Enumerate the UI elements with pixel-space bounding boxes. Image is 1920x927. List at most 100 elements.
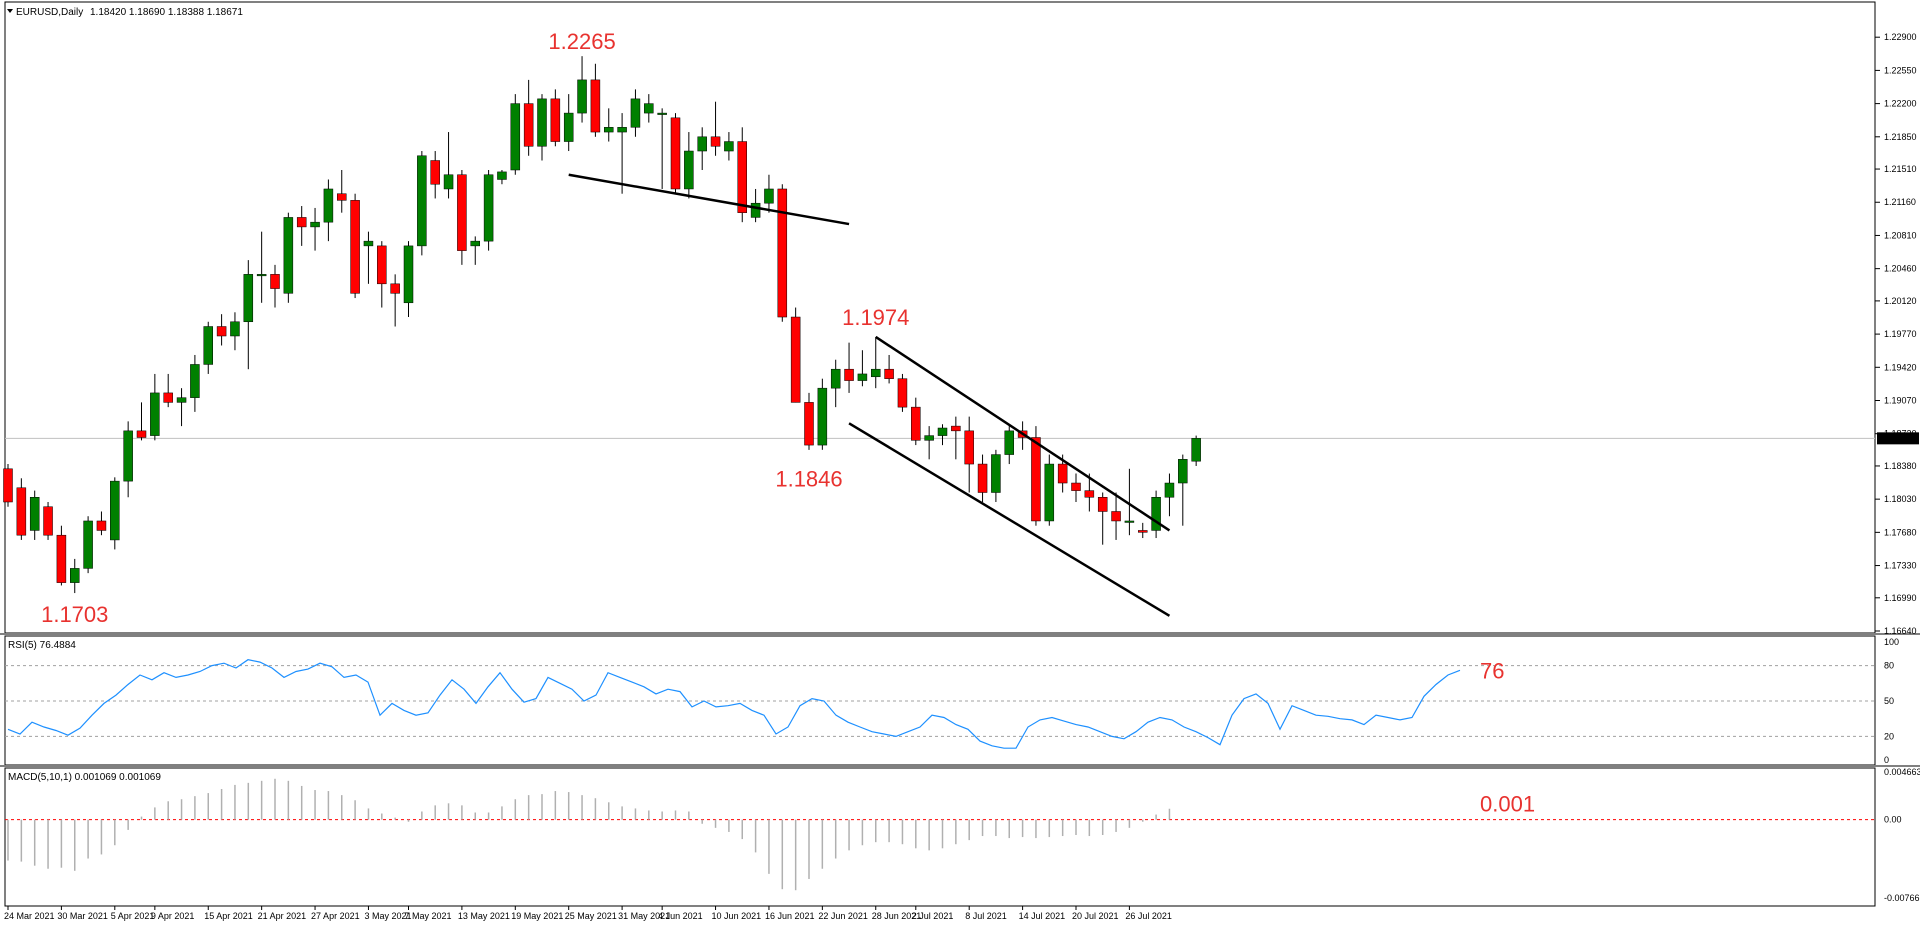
rsi-tick-label: 100	[1884, 637, 1899, 647]
candle-body	[563, 112, 574, 142]
candle-body	[897, 378, 908, 408]
candle-body	[457, 174, 467, 251]
current-price-label: 1.18671	[1881, 434, 1914, 444]
candle-body	[350, 200, 360, 294]
x-tick-label: 4 Jun 2021	[658, 911, 703, 921]
x-tick-label: 25 May 2021	[565, 911, 617, 921]
candle-body	[110, 480, 120, 541]
candle-body	[871, 368, 881, 378]
candle-body	[510, 103, 521, 171]
candle-body	[577, 79, 587, 114]
price-annotation: 1.1974	[842, 305, 909, 330]
current-price-box	[1877, 432, 1919, 445]
candle-body	[951, 425, 961, 432]
y-tick-label: 1.20810	[1884, 230, 1917, 240]
dropdown-arrow-icon[interactable]	[7, 9, 13, 13]
y-tick-label: 1.19070	[1884, 395, 1917, 405]
candle-body	[777, 188, 788, 318]
candle-body	[804, 402, 814, 446]
candle-body	[764, 188, 774, 204]
x-tick-label: 10 Jun 2021	[712, 911, 762, 921]
candle-body	[190, 364, 200, 398]
x-tick-label: 2 Jul 2021	[912, 911, 954, 921]
candle-body	[523, 103, 534, 147]
candle-body	[604, 127, 614, 133]
y-tick-label: 1.21160	[1884, 197, 1916, 207]
candle-body	[830, 368, 841, 389]
y-tick-label: 1.19770	[1884, 329, 1917, 339]
y-tick-label: 1.21510	[1884, 164, 1917, 174]
x-tick-label: 30 Mar 2021	[57, 911, 108, 921]
rsi-tick-label: 50	[1884, 696, 1894, 706]
candle-body	[817, 387, 828, 446]
y-tick-label: 1.21850	[1884, 132, 1917, 142]
macd-title: MACD(5,10,1) 0.001069 0.001069	[8, 772, 161, 783]
candle-body	[1151, 497, 1161, 531]
x-tick-label: 24 Mar 2021	[4, 911, 55, 921]
price-annotation: 1.1703	[41, 602, 108, 627]
candle-body	[724, 141, 734, 152]
x-tick-label: 27 Apr 2021	[311, 911, 360, 921]
candle-body	[1191, 438, 1201, 462]
y-tick-label: 1.22200	[1884, 99, 1917, 109]
candle-body	[497, 171, 507, 180]
x-tick-label: 5 Apr 2021	[111, 911, 155, 921]
candle-body	[1124, 520, 1135, 523]
candle-body	[310, 221, 320, 228]
candle-body	[1031, 437, 1041, 522]
macd-last-value: 0.001	[1480, 792, 1535, 817]
candle-body	[977, 463, 988, 493]
y-tick-label: 1.20120	[1884, 296, 1917, 306]
x-tick-label: 9 Apr 2021	[151, 911, 195, 921]
candle-body	[270, 274, 280, 289]
candle-body	[430, 160, 440, 185]
macd-layer: 0.004663 0.00 -0.007661 0.001	[5, 767, 1920, 903]
trendline[interactable]	[568, 173, 850, 226]
candle-body	[710, 136, 721, 147]
x-tick-label: 20 Jul 2021	[1072, 911, 1119, 921]
candle-body	[56, 534, 67, 583]
candle-body	[1097, 497, 1108, 512]
y-tick-label: 1.20460	[1884, 264, 1917, 274]
candle-body	[256, 274, 267, 277]
candle-body	[1004, 430, 1014, 455]
macd-tick-label: -0.007661	[1884, 893, 1920, 903]
candle-body	[537, 98, 547, 147]
candle-body	[644, 103, 654, 114]
candle-body	[70, 568, 80, 583]
candle-body	[83, 520, 93, 569]
candle-body	[123, 430, 133, 482]
x-tick-label: 19 May 2021	[511, 911, 563, 921]
candle-body	[377, 245, 387, 285]
trendline-layer	[568, 173, 1171, 617]
candle-body	[337, 193, 347, 201]
trendline[interactable]	[875, 335, 1171, 532]
x-tick-label: 26 Jul 2021	[1125, 911, 1172, 921]
candle-body	[1071, 482, 1081, 491]
candle-body	[737, 141, 747, 213]
candle-body	[3, 468, 13, 503]
y-tick-label: 1.18380	[1884, 461, 1917, 471]
candle-body	[1084, 490, 1095, 498]
candle-body	[176, 397, 187, 403]
trendline[interactable]	[848, 422, 1171, 617]
candle-body	[390, 283, 400, 294]
candle-body	[403, 245, 414, 304]
x-tick-label: 28 Jun 2021	[872, 911, 922, 921]
candle-body	[630, 98, 641, 128]
candle-body	[443, 174, 454, 190]
candle-body	[670, 117, 681, 190]
candle-body	[550, 98, 561, 142]
price-annotation: 1.1846	[775, 466, 842, 491]
candle-body	[483, 174, 494, 242]
candle-body	[857, 373, 868, 381]
candle-body	[43, 506, 53, 536]
candle-body	[844, 368, 854, 381]
x-tick-label: 7 May 2021	[405, 911, 452, 921]
candle-body	[243, 274, 254, 323]
candle-body	[417, 155, 427, 247]
candle-body	[991, 454, 1001, 493]
rsi-layer: 100 80 50 20 0 76	[5, 637, 1899, 765]
candle-body	[657, 112, 667, 115]
